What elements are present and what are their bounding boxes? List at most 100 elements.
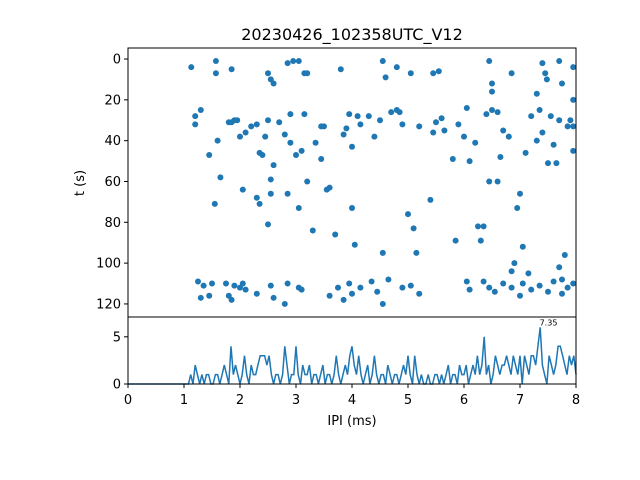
y-tick-label: 100 (96, 257, 121, 272)
scatter-point (508, 268, 515, 275)
scatter-point (256, 200, 263, 207)
scatter-point (463, 105, 470, 112)
scatter-point (388, 109, 395, 116)
scatter-point (206, 151, 213, 158)
scatter-point (276, 119, 283, 126)
x-tick-label: 3 (292, 393, 300, 408)
scatter-point (480, 278, 487, 285)
scatter-point (231, 282, 238, 289)
scatter-point (556, 58, 563, 65)
scatter-point (494, 178, 501, 185)
scatter-point (228, 296, 235, 303)
hist-y-tick-label: 0 (113, 378, 121, 393)
scatter-point (480, 223, 487, 230)
scatter-point (556, 264, 563, 271)
scatter-point (545, 288, 551, 295)
scatter-point (536, 282, 543, 289)
scatter-point (212, 70, 219, 77)
scatter-point (497, 153, 504, 160)
scatter-point (407, 70, 414, 77)
scatter-point (265, 117, 271, 124)
scatter-point (550, 278, 557, 285)
scatter-point (295, 205, 302, 212)
scatter-point (239, 280, 246, 287)
scatter-point (500, 280, 507, 287)
scatter-point (416, 123, 423, 130)
scatter-point (486, 284, 493, 291)
y-tick-label: 60 (104, 175, 121, 190)
scatter-point (564, 284, 571, 291)
scatter-point (385, 276, 392, 283)
y-tick-label: 40 (104, 134, 121, 149)
x-tick-label: 5 (404, 393, 412, 408)
x-tick-label: 2 (236, 393, 244, 408)
scatter-point (217, 174, 224, 181)
scatter-point (357, 121, 364, 128)
scatter-point (570, 280, 577, 287)
scatter-point (570, 123, 577, 130)
scatter-point (242, 129, 249, 136)
scatter-point (536, 107, 543, 114)
scatter-point (441, 127, 448, 134)
scatter-point (349, 290, 355, 297)
scatter-point (559, 80, 565, 87)
x-tick-label: 8 (572, 393, 580, 408)
scatter-point (475, 223, 481, 230)
scatter-point (379, 249, 386, 256)
scatter-point (357, 284, 364, 291)
scatter-point (396, 109, 403, 116)
scatter-point (253, 121, 260, 128)
scatter-point (477, 237, 484, 244)
x-axis-label: IPI (ms) (327, 414, 376, 429)
scatter-point (304, 70, 311, 77)
scatter-point (346, 111, 353, 118)
scatter-point (321, 123, 327, 130)
scatter-point (405, 211, 411, 218)
scatter-point (284, 60, 291, 67)
ticks: 0 20 40 60 80 100 120 0 5 0 1 2 3 4 5 6 7 8 (96, 53, 580, 408)
chart-title: 20230426_102358UTC_V12 (241, 25, 463, 45)
scatter-point (335, 284, 341, 291)
y-tick-label: 80 (104, 216, 121, 231)
scatter-point (281, 300, 288, 307)
scatter-point (295, 58, 302, 65)
scatter-point (461, 133, 467, 140)
scatter-point (452, 237, 459, 244)
scatter-point (399, 284, 406, 291)
scatter-point (242, 286, 249, 293)
scatter-point (410, 225, 417, 232)
scatter-point (539, 60, 546, 67)
scatter-point (298, 147, 305, 154)
scatter-point (519, 243, 526, 250)
scatter-point (508, 284, 515, 291)
scatter-point (466, 286, 473, 293)
scatter-point (262, 133, 269, 140)
scatter-point (374, 288, 381, 295)
scatter-point (267, 190, 274, 197)
scatter-point (267, 176, 274, 183)
scatter-point (533, 90, 540, 97)
scatter-point (556, 117, 563, 124)
scatter-point (508, 70, 515, 77)
scatter-point (494, 109, 501, 116)
scatter-point (570, 64, 577, 71)
scatter-point (270, 80, 277, 87)
peak-annotation: 7.35 (540, 318, 558, 327)
scatter-point (195, 278, 201, 285)
scatter-point (301, 111, 308, 118)
scatter-point (228, 66, 235, 73)
scatter-point (438, 115, 445, 122)
x-tick-label: 6 (460, 393, 468, 408)
scatter-point (253, 290, 260, 297)
y-axis-label: t (s) (73, 170, 88, 196)
scatter-point (281, 131, 288, 138)
scatter-point (270, 294, 277, 301)
scatter-point (197, 107, 204, 114)
scatter-point (528, 286, 535, 293)
scatter-point (379, 300, 386, 307)
scatter-point (539, 129, 546, 136)
scatter-point (559, 276, 565, 283)
scatter-point (455, 121, 462, 128)
y-tick-label: 20 (104, 93, 121, 108)
scatter-point (382, 74, 389, 81)
